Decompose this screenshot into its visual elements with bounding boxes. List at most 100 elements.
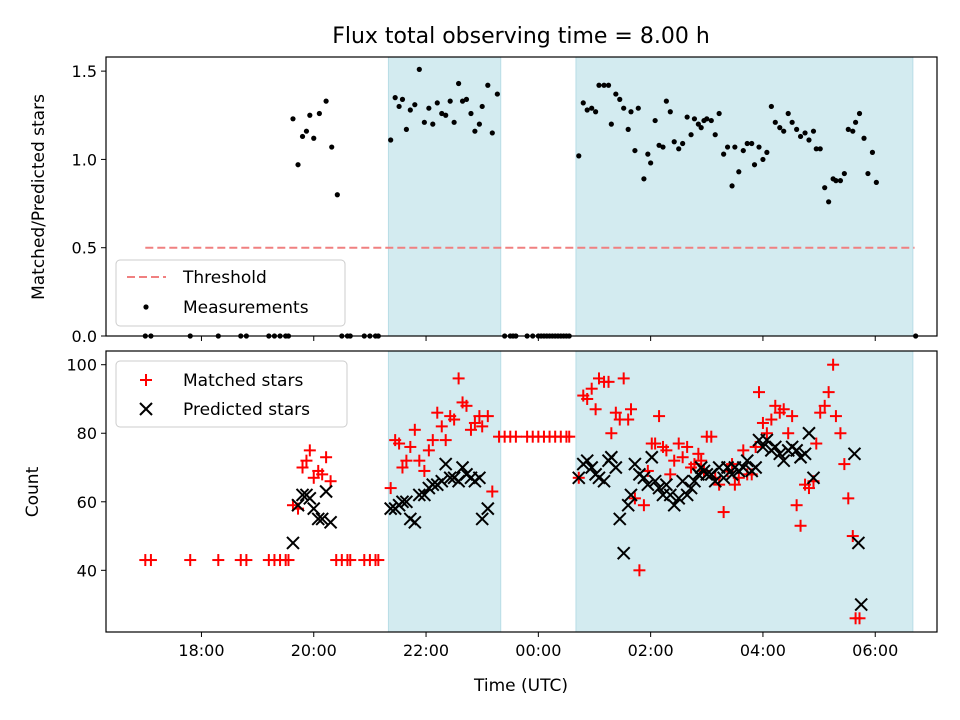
y-tick-label: 80 <box>77 424 97 443</box>
matched-stars-point <box>212 554 225 567</box>
predicted-stars-point <box>323 515 338 530</box>
predicted-stars-point <box>847 447 862 461</box>
measurement-point <box>856 110 863 117</box>
predicted-stars-point <box>584 460 599 475</box>
predicted-stars-point <box>315 512 329 526</box>
predicted-stars-point <box>621 498 635 512</box>
measurement-point <box>724 144 731 150</box>
predicted-stars-point <box>854 597 868 612</box>
matched-stars-point <box>653 410 666 423</box>
predicted-stars-point <box>663 488 678 502</box>
x-tick-label: 06:00 <box>852 641 898 660</box>
measurement-point <box>407 107 413 113</box>
measurement-point <box>721 151 727 157</box>
measurement-point <box>468 110 474 117</box>
matched-stars-point <box>448 413 461 426</box>
measurement-point <box>768 103 774 110</box>
measurement-point <box>652 117 658 124</box>
matched-stars-point <box>435 420 448 433</box>
legend-matched-swatch <box>140 374 152 386</box>
measurement-point <box>311 135 317 141</box>
predicted-stars-point <box>604 450 619 464</box>
predicted-stars-point <box>383 501 398 516</box>
measurement-point <box>656 142 662 148</box>
matched-stars-point <box>782 427 795 440</box>
measurement-point <box>833 178 839 184</box>
measurement-point <box>628 109 634 115</box>
matched-stars-point <box>681 440 694 453</box>
measurement-point <box>684 114 690 120</box>
measurement-point <box>576 153 582 159</box>
measurement-point <box>680 140 686 147</box>
measurement-point <box>688 132 694 138</box>
matched-stars-point <box>838 458 851 471</box>
legend-measurements-label: Measurements <box>183 298 309 318</box>
x-tick-label: 22:00 <box>403 641 449 660</box>
measurement-point <box>781 128 787 134</box>
matched-stars-point <box>834 427 847 440</box>
bottom-plot-frame <box>105 350 938 633</box>
measurement-point <box>489 130 495 136</box>
measurement-point <box>456 80 462 87</box>
x-tick-label: 20:00 <box>291 641 337 660</box>
matched-stars-point <box>737 444 750 457</box>
y-tick-label: 0.0 <box>72 327 97 346</box>
matched-stars-point <box>760 427 773 440</box>
matched-stars-point <box>756 416 769 429</box>
predicted-stars-point <box>311 512 325 526</box>
measurement-point <box>645 151 651 157</box>
measurement-point <box>704 116 710 122</box>
measurement-point <box>334 192 340 198</box>
predicted-stars-point <box>648 474 662 488</box>
matched-stars-point <box>802 482 815 495</box>
measurement-point <box>459 98 466 104</box>
measurement-point <box>303 128 310 134</box>
measurement-point <box>479 103 485 110</box>
measurement-point <box>463 96 470 102</box>
predicted-stars-point <box>700 467 714 482</box>
measurement-point <box>316 110 322 117</box>
measurement-point <box>476 121 482 127</box>
predicted-stars-point <box>399 495 414 509</box>
legend-matched-label: Matched stars <box>183 371 303 391</box>
matched-stars-point <box>184 554 197 567</box>
measurement-point <box>695 121 701 127</box>
measurement-point <box>392 95 398 101</box>
matched-stars-point <box>240 554 253 567</box>
matched-stars-point <box>426 434 439 447</box>
predicted-stars-point <box>802 426 816 440</box>
predicted-stars-point <box>645 450 659 464</box>
predicted-stars-point <box>740 453 754 468</box>
predicted-stars-point <box>768 440 782 454</box>
matched-stars-point <box>486 485 499 498</box>
matched-stars-point <box>753 386 766 399</box>
measurement-point <box>621 105 627 111</box>
observing-window-band <box>387 56 502 337</box>
matched-stars-point <box>372 554 385 567</box>
matched-stars-point <box>672 437 685 450</box>
measurement-point <box>660 144 666 150</box>
measurement-point <box>777 125 783 131</box>
measurement-point <box>589 105 595 111</box>
matched-stars-point <box>296 461 309 474</box>
chart-title: Flux total observing time = 8.00 h <box>332 24 710 49</box>
matched-stars-point <box>676 451 689 464</box>
measurement-point <box>756 144 762 150</box>
measurement-point <box>772 119 778 125</box>
measurement-point <box>608 121 614 127</box>
measurement-point <box>817 146 823 152</box>
measurement-point <box>295 162 301 168</box>
measurement-point <box>760 156 766 163</box>
measurement-point <box>845 126 851 132</box>
measurement-point <box>667 109 673 115</box>
measurement-point <box>447 98 453 104</box>
predicted-stars-point <box>667 498 681 512</box>
measurement-point <box>307 112 313 118</box>
matched-stars-point <box>649 437 662 450</box>
measurement-point <box>430 121 436 127</box>
observing-window-band <box>387 350 502 633</box>
matched-stars-point <box>431 406 444 419</box>
matched-stars-point <box>468 416 481 429</box>
top-panel: 0.0 0.5 1.0 1.5 Matched/Predicted stars Thr… <box>29 56 938 346</box>
predicted-stars-point <box>760 433 774 447</box>
